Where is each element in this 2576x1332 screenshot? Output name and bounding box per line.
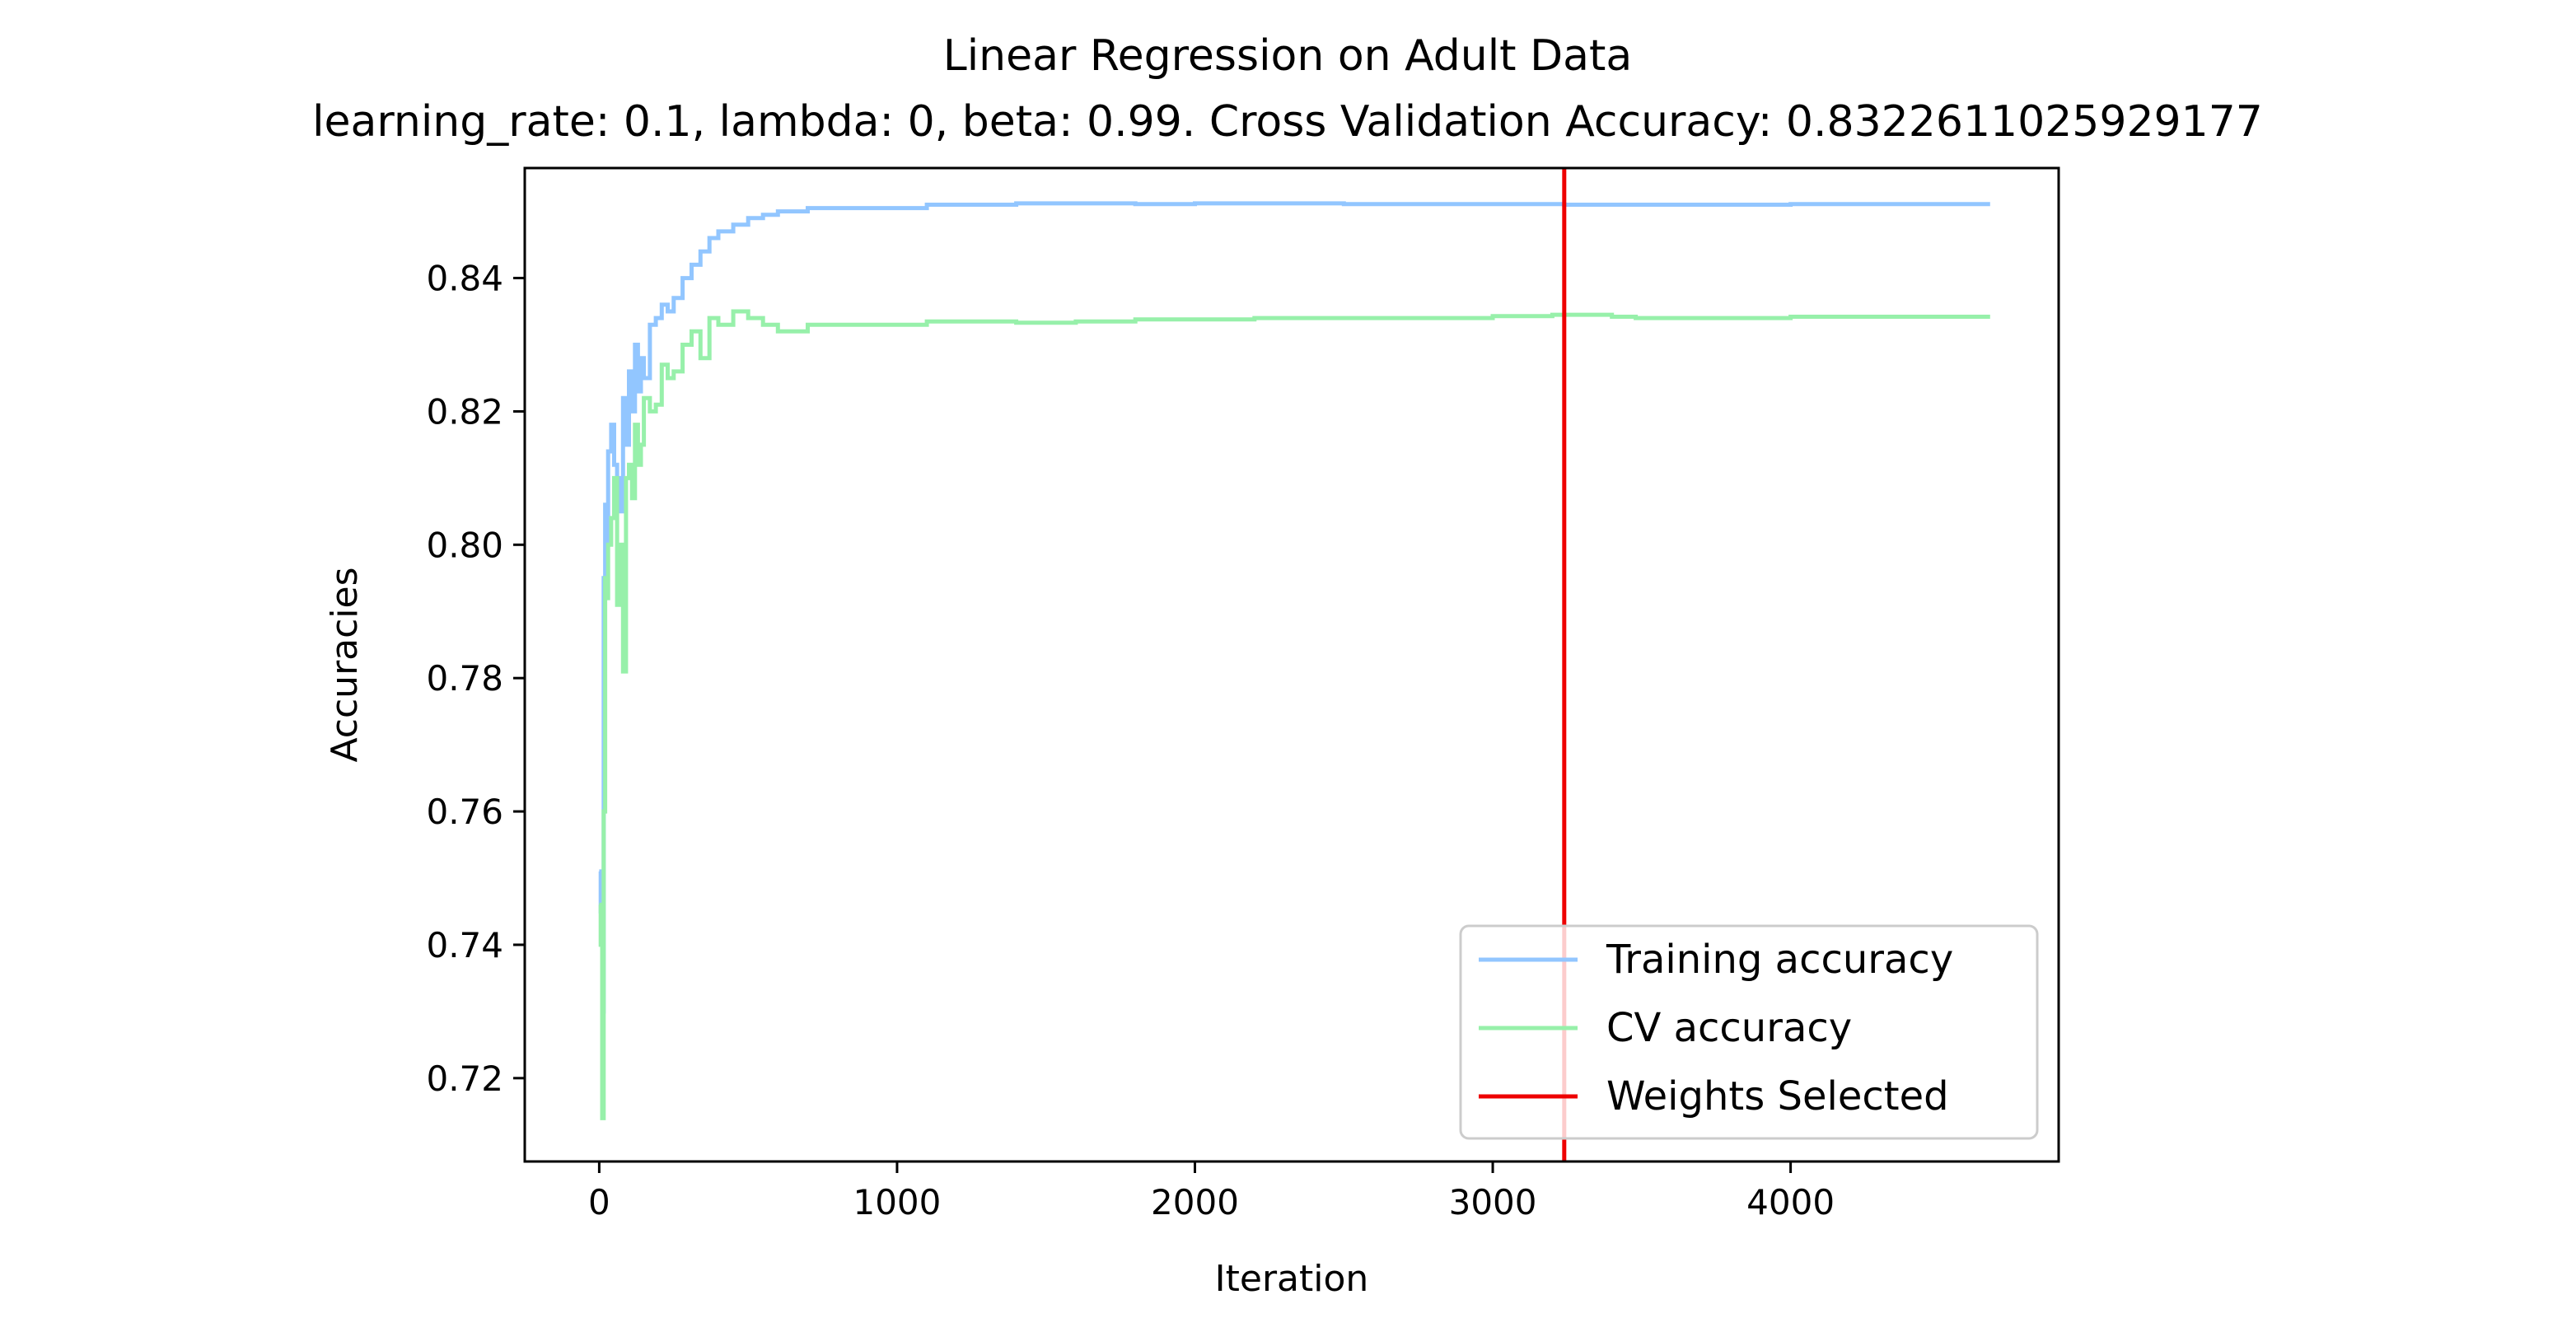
x-tick-label: 0 [588, 1182, 610, 1222]
chart-title: Linear Regression on Adult Data [943, 31, 1633, 81]
x-tick-label: 3000 [1449, 1182, 1537, 1222]
x-tick-label: 1000 [853, 1182, 941, 1222]
x-axis-label: Iteration [1215, 1258, 1369, 1300]
series-line-0 [598, 201, 1990, 1014]
y-tick-label: 0.78 [426, 658, 503, 699]
legend-label-1: CV accuracy [1606, 1005, 1852, 1051]
y-axis-label: Accuracies [324, 567, 366, 762]
series-line-1 [598, 309, 1990, 1120]
y-tick-label: 0.80 [426, 525, 503, 565]
x-tick-label: 2000 [1151, 1182, 1239, 1222]
y-axis-ticks: 0.72 0.74 0.76 0.78 0.80 0.82 0.84 [426, 259, 525, 1099]
y-tick-label: 0.74 [426, 925, 503, 965]
axes-frame [523, 166, 2060, 1163]
x-tick-label: 4000 [1746, 1182, 1835, 1222]
legend-box [1459, 924, 2039, 1140]
y-tick-label: 0.84 [426, 259, 503, 299]
legend-entries: Training accuracy CV accuracy Weights Sele… [1479, 937, 1953, 1119]
legend-label-2: Weights Selected [1606, 1073, 1949, 1119]
legend-label-0: Training accuracy [1606, 937, 1953, 983]
y-tick-label: 0.76 [426, 792, 503, 832]
legend: Training accuracy CV accuracy Weights Sele… [1459, 924, 2039, 1140]
x-axis-ticks: 0 1000 2000 3000 4000 [588, 1161, 1835, 1222]
chart-subtitle: learning_rate: 0.1, lambda: 0, beta: 0.9… [312, 97, 2263, 147]
y-tick-label: 0.72 [426, 1059, 503, 1099]
y-tick-label: 0.82 [426, 391, 503, 432]
